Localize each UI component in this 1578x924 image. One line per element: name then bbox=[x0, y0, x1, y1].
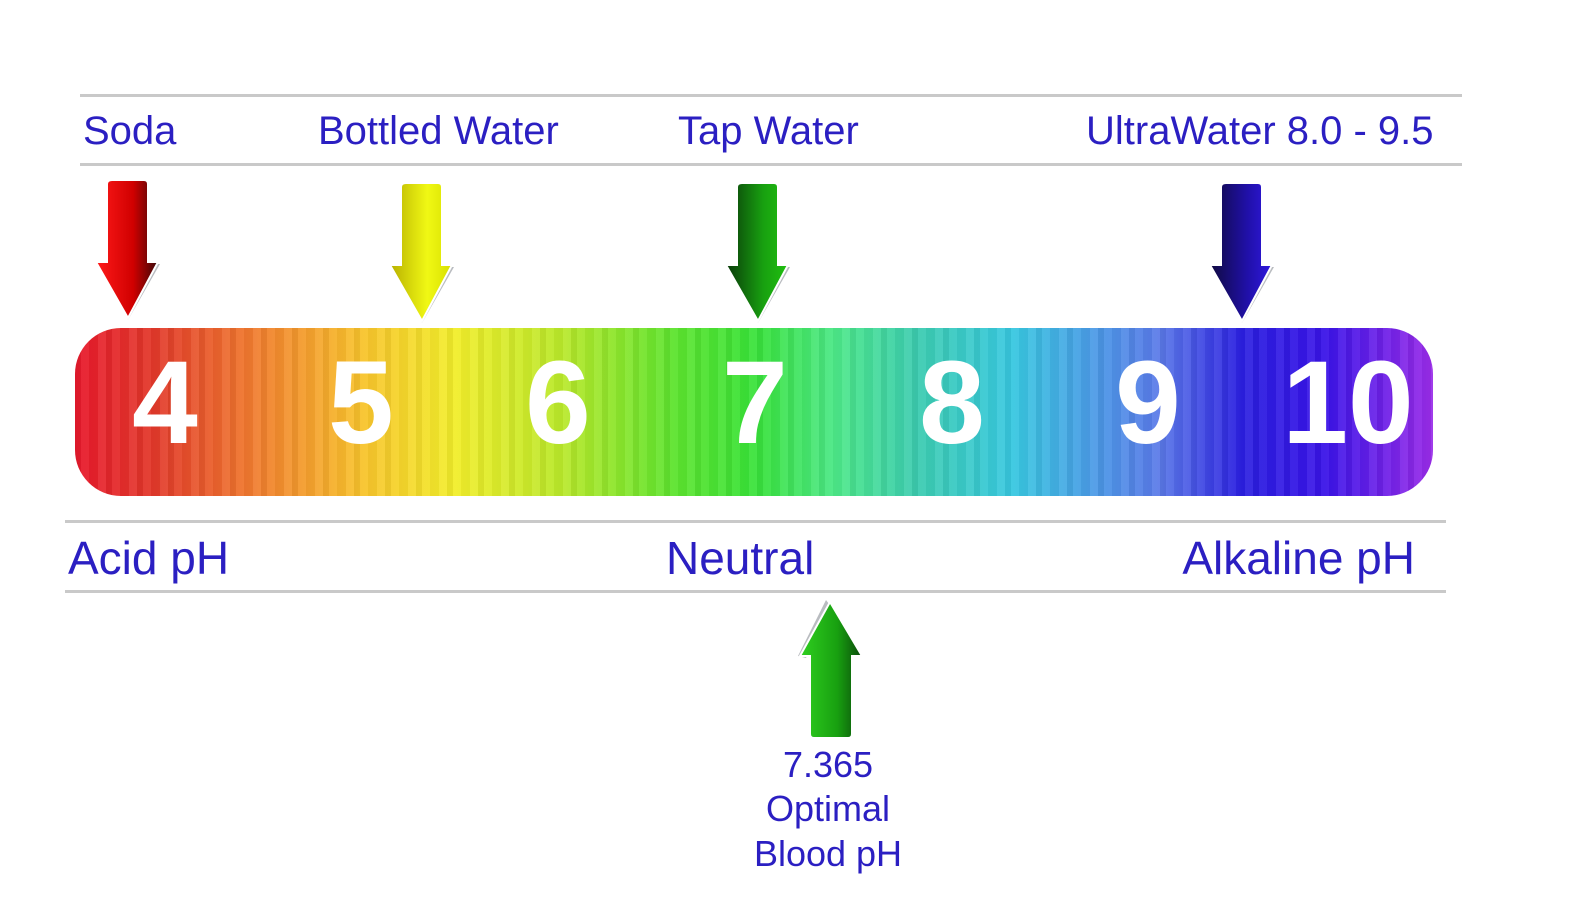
ph-scale-bar bbox=[75, 328, 1433, 496]
arrow-down-icon-soda bbox=[94, 180, 160, 321]
label-acid: Acid pH bbox=[68, 532, 230, 584]
category-top-rule bbox=[65, 520, 1446, 523]
arrow-up-icon-blood bbox=[798, 599, 864, 739]
second-rule bbox=[80, 163, 1462, 166]
ph-number-10: 10 bbox=[1282, 337, 1414, 469]
label-tap-water: Tap Water bbox=[678, 109, 859, 153]
top-rule bbox=[80, 94, 1462, 97]
blood-ph-label-line1: Optimal bbox=[765, 788, 891, 829]
arrow-down-icon-tap bbox=[724, 183, 790, 324]
ph-number-5: 5 bbox=[328, 337, 394, 469]
arrow-down-icon-ultrawater bbox=[1208, 183, 1274, 324]
category-bottom-rule bbox=[65, 590, 1446, 593]
label-soda: Soda bbox=[83, 109, 177, 153]
blood-ph-value: 7.365 bbox=[782, 744, 874, 785]
ph-number-9: 9 bbox=[1115, 337, 1181, 469]
arrow-down-icon-bottled bbox=[388, 183, 454, 324]
label-alkaline: Alkaline pH bbox=[1182, 532, 1415, 584]
label-neutral: Neutral bbox=[666, 532, 815, 584]
ph-number-4: 4 bbox=[132, 337, 198, 469]
ph-number-6: 6 bbox=[525, 337, 591, 469]
ph-number-8: 8 bbox=[919, 337, 985, 469]
label-ultrawater: UltraWater 8.0 - 9.5 bbox=[1086, 109, 1434, 153]
blood-ph-label-line2: Blood pH bbox=[753, 833, 903, 874]
ph-number-7: 7 bbox=[722, 337, 788, 469]
label-bottled-water: Bottled Water bbox=[318, 109, 559, 153]
